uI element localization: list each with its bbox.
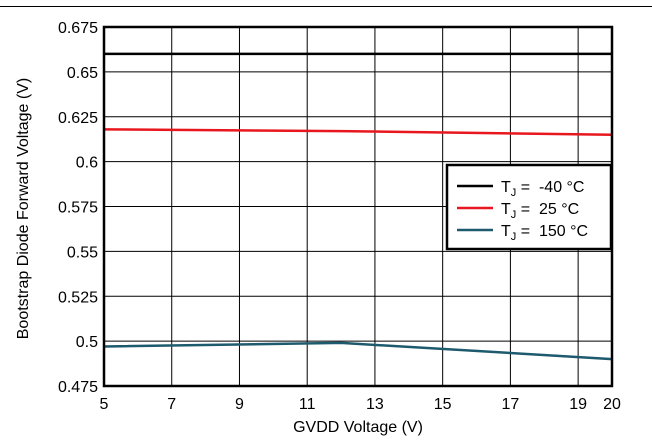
y-axis-title: Bootstrap Diode Forward Voltage (V) <box>15 78 32 339</box>
legend-label: TJ = 25 °C <box>501 201 579 221</box>
y-tick-label: 0.525 <box>58 289 98 306</box>
x-tick-label: 20 <box>603 396 621 413</box>
top-rule <box>0 6 652 7</box>
y-tick-label: 0.625 <box>58 110 98 127</box>
y-tick-labels: 0.475 0.5 0.525 0.55 0.575 0.6 0.625 0.65 0.675 <box>58 20 98 396</box>
x-tick-label: 13 <box>366 396 384 413</box>
x-axis-title: GVDD Voltage (V) <box>293 419 423 436</box>
y-tick-label: 0.575 <box>58 200 98 217</box>
legend-label: TJ = -40 °C <box>501 179 584 199</box>
y-tick-label: 0.55 <box>67 244 98 261</box>
x-tick-labels: 5 7 9 11 13 15 17 19 20 <box>100 396 621 413</box>
series-lines <box>103 52 613 361</box>
x-tick-label: 19 <box>569 396 587 413</box>
y-tick-label: 0.5 <box>76 334 98 351</box>
x-tick-label: 9 <box>235 396 244 413</box>
series-line <box>103 341 613 361</box>
x-tick-label: 7 <box>167 396 176 413</box>
x-tick-label: 11 <box>299 396 316 413</box>
series-line <box>103 128 613 136</box>
legend-label: TJ = 150 °C <box>501 223 588 243</box>
x-tick-label: 5 <box>100 396 109 413</box>
y-tick-label: 0.675 <box>58 20 98 37</box>
legend: TJ = -40 °CTJ = 25 °CTJ = 150 °C <box>445 163 613 251</box>
y-tick-label: 0.65 <box>67 65 98 82</box>
y-tick-label: 0.475 <box>58 379 98 396</box>
x-tick-label: 17 <box>502 396 520 413</box>
x-tick-label: 15 <box>434 396 452 413</box>
y-tick-label: 0.6 <box>76 155 98 172</box>
